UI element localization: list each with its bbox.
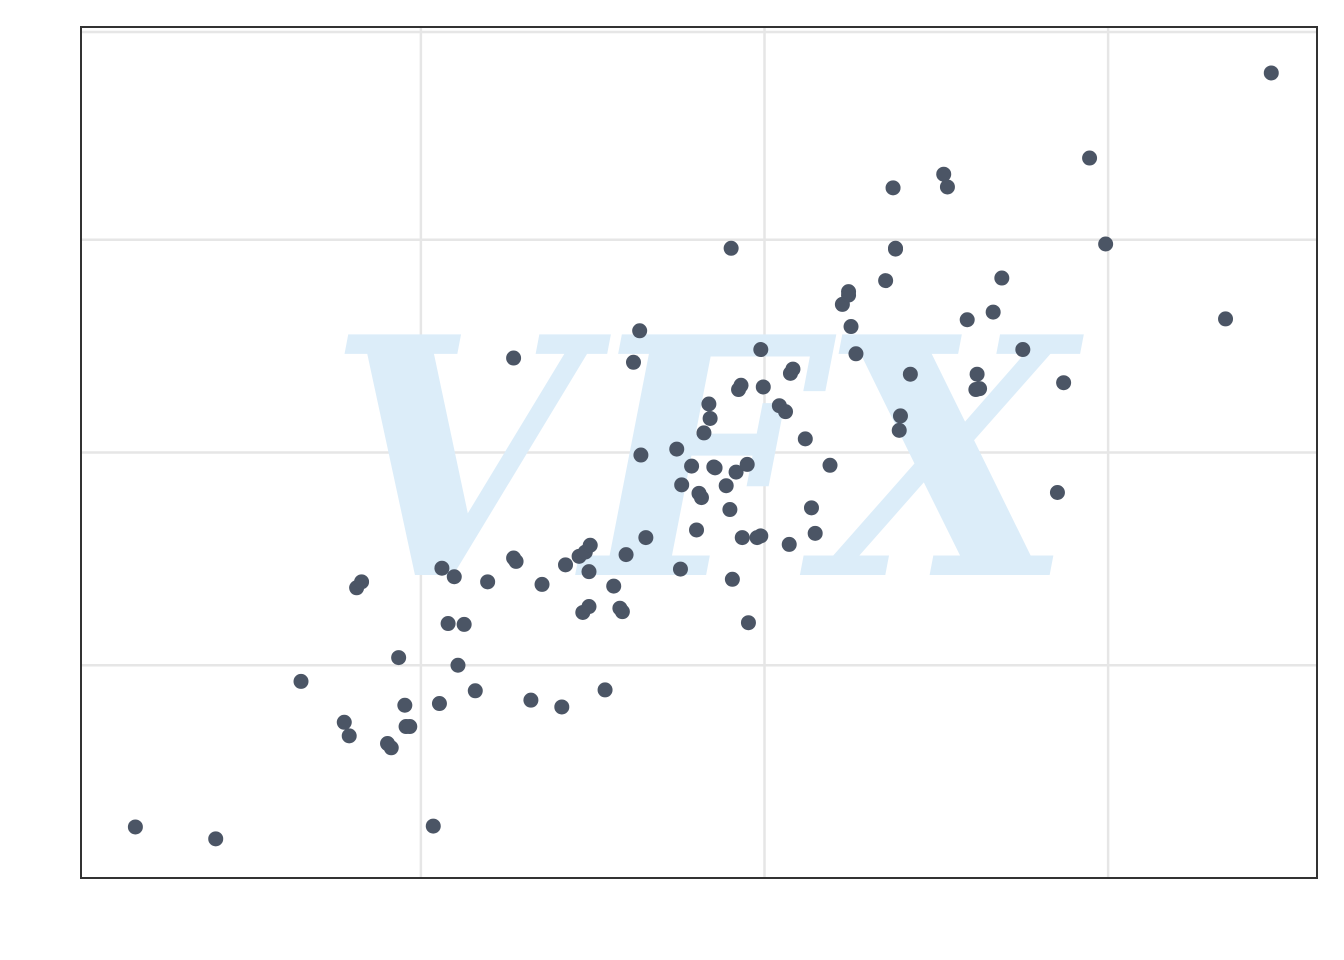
- data-point: [506, 351, 521, 366]
- data-point: [708, 460, 723, 475]
- data-point: [703, 411, 718, 426]
- data-point: [694, 490, 709, 505]
- data-point: [684, 459, 699, 474]
- data-point: [719, 478, 734, 493]
- data-point: [1264, 65, 1279, 80]
- data-point: [523, 693, 538, 708]
- data-point: [619, 547, 634, 562]
- data-point: [480, 574, 495, 589]
- data-point: [1098, 237, 1113, 252]
- data-point: [972, 381, 987, 396]
- data-point: [457, 617, 472, 632]
- data-point: [615, 604, 630, 619]
- data-point: [450, 658, 465, 673]
- data-point: [823, 458, 838, 473]
- data-point: [848, 346, 863, 361]
- data-point: [689, 522, 704, 537]
- data-point: [397, 698, 412, 713]
- data-point: [447, 569, 462, 584]
- data-point: [892, 423, 907, 438]
- data-point: [798, 431, 813, 446]
- data-point: [960, 312, 975, 327]
- data-point: [294, 674, 309, 689]
- data-point: [785, 362, 800, 377]
- data-point: [583, 538, 598, 553]
- data-point: [509, 554, 524, 569]
- data-point: [750, 530, 765, 545]
- data-point: [903, 367, 918, 382]
- data-point: [441, 616, 456, 631]
- data-point: [696, 425, 711, 440]
- data-point: [402, 719, 417, 734]
- data-point: [633, 448, 648, 463]
- data-point: [753, 342, 768, 357]
- data-point: [735, 530, 750, 545]
- data-point: [878, 273, 893, 288]
- data-point: [725, 572, 740, 587]
- data-point: [632, 323, 647, 338]
- data-point: [970, 367, 985, 382]
- data-point: [1218, 311, 1233, 326]
- data-point: [638, 530, 653, 545]
- data-point: [581, 564, 596, 579]
- data-point: [468, 683, 483, 698]
- data-point: [936, 167, 951, 182]
- data-point: [994, 271, 1009, 286]
- data-point: [756, 379, 771, 394]
- data-point: [986, 305, 1001, 320]
- data-point: [804, 500, 819, 515]
- data-point: [426, 819, 441, 834]
- data-point: [554, 699, 569, 714]
- data-point: [208, 831, 223, 846]
- data-point: [808, 526, 823, 541]
- data-point: [673, 562, 688, 577]
- data-point: [598, 682, 613, 697]
- data-point: [337, 715, 352, 730]
- data-point: [1050, 485, 1065, 500]
- data-point: [128, 819, 143, 834]
- data-point: [674, 477, 689, 492]
- data-point: [778, 404, 793, 419]
- data-point: [354, 574, 369, 589]
- data-point: [434, 561, 449, 576]
- data-point: [741, 615, 756, 630]
- data-point: [558, 557, 573, 572]
- data-point: [893, 408, 908, 423]
- data-point: [782, 537, 797, 552]
- data-point: [384, 740, 399, 755]
- data-point: [391, 650, 406, 665]
- data-point: [888, 241, 903, 256]
- data-point: [342, 728, 357, 743]
- data-point: [606, 579, 621, 594]
- data-point: [1015, 342, 1030, 357]
- data-point: [1082, 151, 1097, 166]
- data-point: [722, 502, 737, 517]
- data-point: [1056, 375, 1071, 390]
- data-point: [535, 577, 550, 592]
- data-point: [886, 180, 901, 195]
- data-point: [841, 284, 856, 299]
- data-point: [581, 599, 596, 614]
- data-point: [626, 355, 641, 370]
- data-point: [940, 179, 955, 194]
- data-point: [669, 442, 684, 457]
- data-point: [701, 396, 716, 411]
- data-point: [432, 696, 447, 711]
- data-point: [844, 319, 859, 334]
- data-point: [734, 378, 749, 393]
- data-point: [740, 457, 755, 472]
- data-point: [724, 241, 739, 256]
